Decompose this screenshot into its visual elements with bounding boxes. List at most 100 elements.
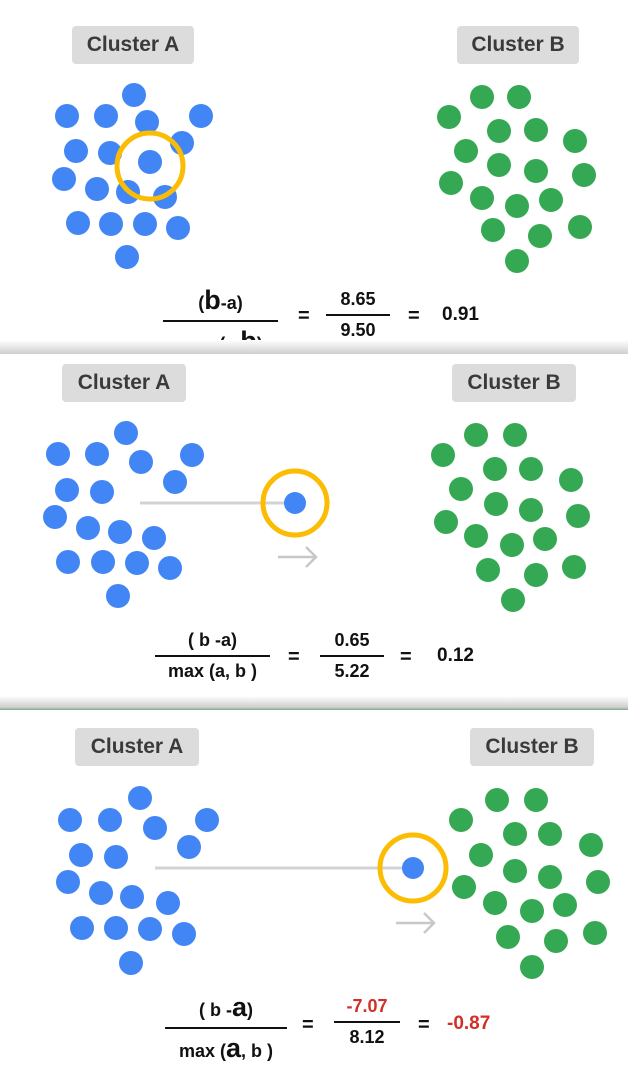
point-dot (487, 119, 511, 143)
point-dot (563, 129, 587, 153)
formula-numerator: (b-a) (198, 285, 243, 315)
point-dot (476, 558, 500, 582)
point-dot (449, 477, 473, 501)
point-dot (496, 925, 520, 949)
point-dot (439, 171, 463, 195)
point-dot (528, 224, 552, 248)
point-dot (85, 177, 109, 201)
point-dot (501, 588, 525, 612)
highlight-ring-icon (260, 468, 330, 538)
formula-fraction: ( b -a) max (a, b ) (165, 992, 287, 1064)
cluster-b-points (431, 423, 590, 612)
point-dot (524, 788, 548, 812)
point-dot (539, 188, 563, 212)
point-dot (483, 891, 507, 915)
point-dot (156, 891, 180, 915)
point-dot (66, 211, 90, 235)
point-dot (524, 118, 548, 142)
point-dot (143, 816, 167, 840)
point-dot (158, 556, 182, 580)
point-dot (566, 504, 590, 528)
point-dot (94, 104, 118, 128)
point-dot (114, 421, 138, 445)
point-dot (98, 808, 122, 832)
point-dot (106, 584, 130, 608)
arrow-right-icon (396, 912, 436, 934)
point-dot (69, 843, 93, 867)
point-dot (469, 843, 493, 867)
cluster-a-points (56, 786, 219, 975)
panel-3-plot (56, 786, 610, 979)
point-dot (484, 492, 508, 516)
point-dot (52, 167, 76, 191)
point-dot (568, 215, 592, 239)
cluster-b-label: Cluster B (457, 26, 579, 64)
cluster-a-points (52, 83, 213, 269)
formula-denominator: max (a, b ) (178, 1033, 274, 1063)
point-dot (108, 520, 132, 544)
point-dot (483, 457, 507, 481)
equals-sign: = (418, 1014, 430, 1036)
point-dot (559, 468, 583, 492)
point-dot (85, 442, 109, 466)
formula-denominator: max (a, b ) (167, 661, 258, 681)
cluster-b-points (449, 788, 610, 979)
point-dot (503, 822, 527, 846)
point-dot (58, 808, 82, 832)
point-dot (519, 498, 543, 522)
point-dot (128, 786, 152, 810)
cluster-b-label: Cluster B (470, 728, 594, 766)
point-dot (133, 212, 157, 236)
point-dot (449, 808, 473, 832)
cluster-a-points (43, 421, 204, 608)
point-dot (122, 83, 146, 107)
point-dot (464, 524, 488, 548)
panel-1-plot (52, 83, 596, 273)
panel-3: Cluster A Cluster B ( b -a) max (a, b ) … (0, 712, 628, 1074)
panel-1: Cluster A Cluster B (b-a) max (a,b) = 8.… (0, 0, 628, 352)
point-dot (470, 85, 494, 109)
point-dot (120, 885, 144, 909)
point-dot (452, 875, 476, 899)
point-dot (538, 865, 562, 889)
point-dot (520, 899, 544, 923)
point-dot (572, 163, 596, 187)
point-dot (99, 212, 123, 236)
point-dot (56, 550, 80, 574)
point-dot (138, 917, 162, 941)
cluster-a-label: Cluster A (72, 26, 194, 64)
point-dot (89, 881, 113, 905)
value-denominator: 5.22 (334, 661, 370, 681)
panel-2-plot (43, 421, 590, 612)
point-dot (437, 105, 461, 129)
point-dot (487, 153, 511, 177)
moved-point (402, 857, 424, 879)
value-numerator: 8.65 (340, 289, 376, 309)
point-dot (524, 563, 548, 587)
point-dot (180, 443, 204, 467)
point-dot (533, 527, 557, 551)
highlight-ring-icon (377, 832, 449, 904)
silhouette-result: 0.12 (437, 645, 474, 666)
silhouette-result: 0.91 (442, 304, 479, 325)
point-dot (189, 104, 213, 128)
silhouette-result: -0.87 (447, 1013, 491, 1034)
point-dot (544, 929, 568, 953)
cluster-a-label: Cluster A (75, 728, 199, 766)
point-dot (553, 893, 577, 917)
point-dot (172, 922, 196, 946)
point-dot (125, 551, 149, 575)
point-dot (55, 478, 79, 502)
cluster-a-label: Cluster A (62, 364, 186, 402)
point-dot (524, 159, 548, 183)
highlight-ring-icon (114, 130, 186, 202)
value-fraction: 0.65 5.22 (320, 630, 384, 682)
point-dot (431, 443, 455, 467)
point-dot (76, 516, 100, 540)
point-dot (70, 916, 94, 940)
point-dot (454, 139, 478, 163)
equals-sign: = (298, 305, 310, 327)
arrow-right-icon (278, 546, 318, 568)
point-dot (46, 442, 70, 466)
value-numerator: 0.65 (334, 630, 370, 650)
